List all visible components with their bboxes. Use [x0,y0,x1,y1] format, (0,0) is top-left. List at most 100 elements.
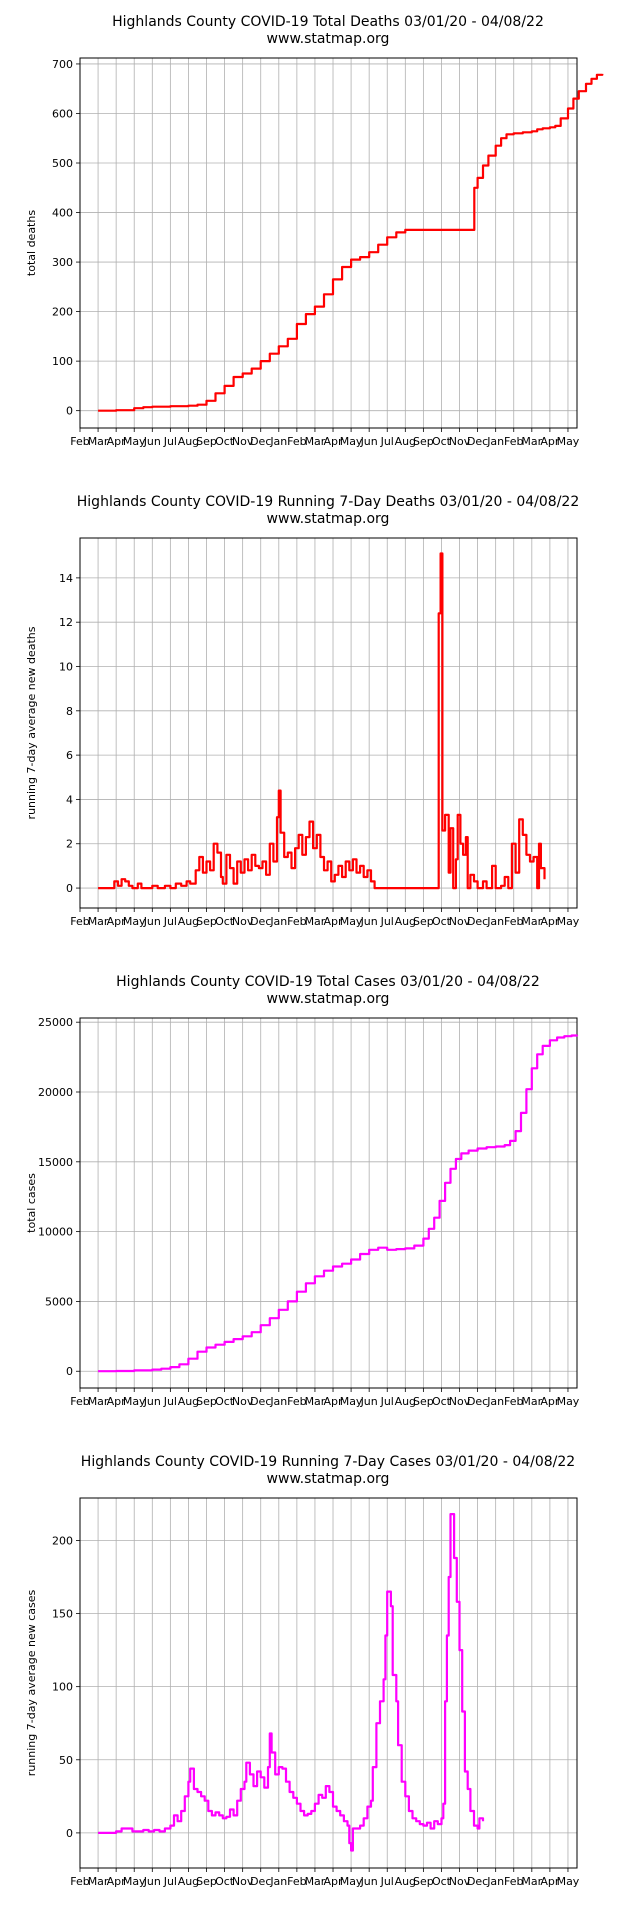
x-tick-label: Feb [287,915,306,928]
y-tick-label: 20000 [38,1086,73,1099]
y-tick-label: 300 [52,256,73,269]
y-tick-label: 4 [66,793,73,806]
x-tick-label: Nov [449,1875,471,1888]
x-tick-label: May [340,915,363,928]
chart-subtitle: www.statmap.org [267,1471,390,1487]
x-tick-label: Nov [232,1875,254,1888]
x-tick-label: Jul [163,435,177,448]
x-tick-label: Dec [250,1875,271,1888]
x-tick-label: Nov [232,435,254,448]
y-tick-label: 0 [66,405,73,418]
x-tick-label: Nov [232,915,254,928]
y-tick-label: 200 [52,306,73,319]
x-tick-label: Aug [395,1875,416,1888]
x-tick-label: Sep [413,435,434,448]
y-tick-label: 0 [66,882,73,895]
plot-frame [79,1497,578,1869]
x-tick-label: Dec [467,435,488,448]
y-tick-label: 8 [66,705,73,718]
x-tick-label: May [123,435,146,448]
x-tick-label: Aug [395,435,416,448]
y-tick-label: 700 [52,58,73,71]
x-tick-label: Jun [360,915,378,928]
y-axis-label: running 7-day average new deaths [25,626,38,819]
x-tick-label: Feb [504,1875,523,1888]
series-line [98,552,546,890]
x-tick-label: Oct [432,1395,452,1408]
x-tick-label: Feb [70,915,89,928]
x-tick-label: Feb [504,435,523,448]
chart-title: Highlands County COVID-19 Running 7-Day … [81,1454,575,1470]
x-tick-label: Jun [143,1395,161,1408]
x-tick-label: Mar [521,435,542,448]
x-tick-label: May [340,1875,363,1888]
y-tick-label: 14 [59,572,73,585]
x-tick-label: Aug [178,1395,199,1408]
x-tick-label: Sep [196,1395,217,1408]
x-tick-label: Jan [486,1395,504,1408]
x-tick-label: Nov [232,1395,254,1408]
y-tick-label: 5000 [45,1295,73,1308]
x-tick-label: Aug [395,915,416,928]
plot-frame [79,1017,578,1389]
x-tick-label: Mar [88,435,109,448]
chart-subtitle: www.statmap.org [267,991,390,1007]
x-tick-label: Jan [269,915,287,928]
x-tick-label: Feb [70,1395,89,1408]
x-tick-label: May [123,1875,146,1888]
x-tick-label: Jan [269,1875,287,1888]
x-tick-label: Jul [380,1875,394,1888]
x-tick-label: Sep [413,1875,434,1888]
chart-title: Highlands County COVID-19 Running 7-Day … [77,494,579,510]
y-tick-label: 500 [52,157,73,170]
chart-title: Highlands County COVID-19 Total Cases 03… [116,974,540,990]
series-line [98,1513,485,1852]
x-tick-label: Apr [540,915,560,928]
x-tick-label: Apr [540,1875,560,1888]
x-tick-label: Dec [467,915,488,928]
plot-frame [79,537,578,909]
x-tick-label: Aug [178,915,199,928]
x-tick-label: Aug [178,1875,199,1888]
x-tick-label: Mar [88,915,109,928]
x-tick-label: Feb [70,1875,89,1888]
x-tick-label: Jul [163,915,177,928]
y-tick-label: 600 [52,107,73,120]
x-tick-label: Apr [107,435,127,448]
x-tick-label: Mar [88,1875,109,1888]
y-tick-label: 6 [66,749,73,762]
x-tick-label: Oct [432,1875,452,1888]
x-tick-label: Aug [395,1395,416,1408]
x-tick-label: Apr [107,1875,127,1888]
x-tick-label: May [557,435,580,448]
y-tick-label: 2 [66,838,73,851]
x-tick-label: May [557,1875,580,1888]
x-tick-label: Mar [305,1395,326,1408]
x-tick-label: May [340,1395,363,1408]
series-line [98,1034,579,1373]
x-tick-label: Sep [196,915,217,928]
x-tick-label: Sep [196,435,217,448]
x-tick-label: Dec [467,1875,488,1888]
x-tick-label: Jun [360,1875,378,1888]
x-tick-label: Feb [287,1395,306,1408]
x-tick-label: Jan [269,1395,287,1408]
x-tick-label: Feb [504,1395,523,1408]
x-tick-label: Apr [324,1875,344,1888]
x-tick-label: Jul [163,1875,177,1888]
plot-frame [79,57,578,429]
x-tick-label: Mar [521,915,542,928]
x-tick-label: Jun [143,915,161,928]
y-tick-label: 50 [59,1754,73,1767]
x-tick-label: Jul [380,915,394,928]
y-tick-label: 400 [52,207,73,220]
x-tick-label: Jan [269,435,287,448]
x-tick-label: Dec [467,1395,488,1408]
x-tick-label: Feb [504,915,523,928]
x-tick-label: Dec [250,915,271,928]
x-tick-label: Mar [305,435,326,448]
x-tick-label: Oct [432,915,452,928]
x-tick-label: Sep [413,915,434,928]
x-tick-label: Jun [360,435,378,448]
x-tick-label: Jun [360,1395,378,1408]
